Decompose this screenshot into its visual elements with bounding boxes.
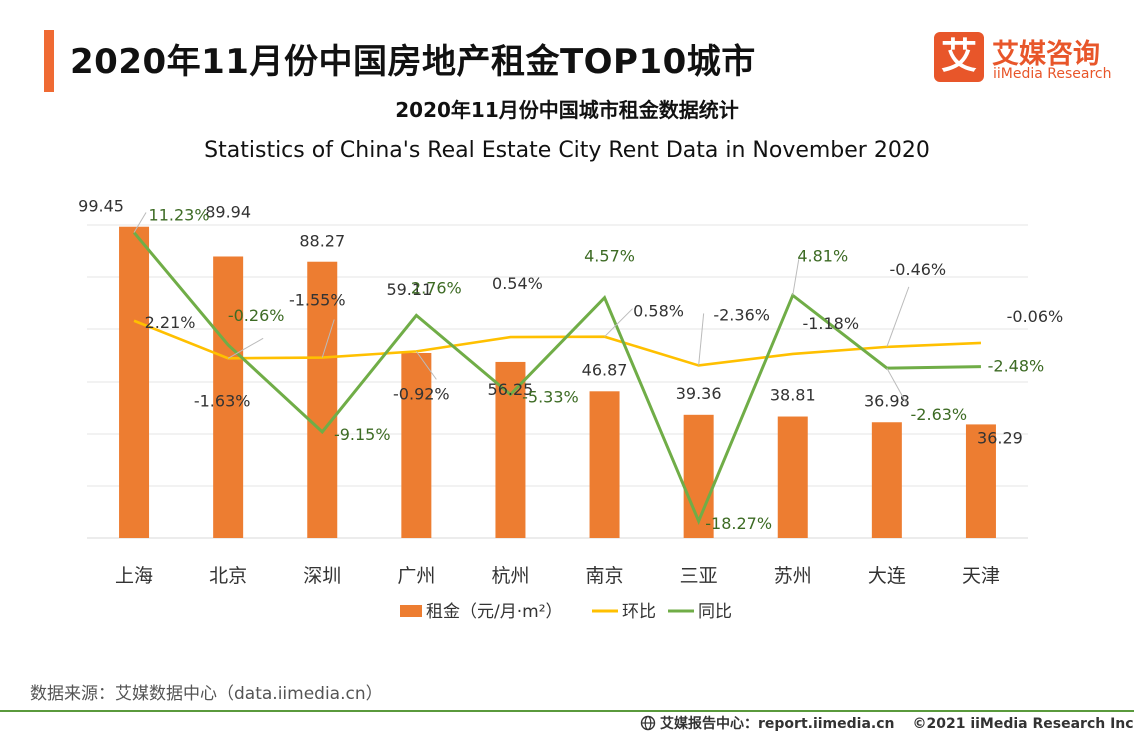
huanbi-label: -1.63% xyxy=(194,391,251,410)
rent-combo-chart: 上海 北京 深圳 广州 杭州 南京 三亚 苏州 大连 天津 99.45 89.94 88.27 59.11… xyxy=(78,197,1064,622)
bar-0 xyxy=(119,226,150,538)
tongbi-label: 11.23% xyxy=(149,206,210,225)
bar-1 xyxy=(213,256,244,538)
bar-5 xyxy=(589,391,620,538)
chart-title-cn: 2020年11月份中国城市租金数据统计 xyxy=(395,98,739,122)
data-source: 数据来源：艾媒数据中心（data.iimedia.cn） xyxy=(30,684,383,704)
tongbi-label: 4.81% xyxy=(797,246,848,265)
tongbi-label: -2.48% xyxy=(988,357,1045,376)
bar-7 xyxy=(777,416,808,538)
huanbi-label: -0.92% xyxy=(393,384,450,403)
title-accent-bar xyxy=(44,30,54,92)
legend-label: 租金（元/月·m²） xyxy=(426,602,563,622)
huanbi-label: -2.36% xyxy=(713,305,770,324)
bar-value-label: 46.87 xyxy=(582,360,628,379)
bar-value-label: 99.45 xyxy=(78,197,124,216)
leader-line xyxy=(227,337,264,359)
leader-line xyxy=(886,286,910,348)
globe-icon xyxy=(640,715,656,731)
iimedia-logo: 艾 艾媒咨询 iiMedia Research xyxy=(934,32,1114,86)
x-tick-label: 苏州 xyxy=(774,565,812,587)
tongbi-line xyxy=(132,231,981,525)
tongbi-label: 4.57% xyxy=(584,247,635,266)
legend-swatch-bar xyxy=(400,605,422,617)
huanbi-label: 2.21% xyxy=(145,313,196,332)
bar-4 xyxy=(495,361,526,538)
bar-value-label: 56.25 xyxy=(488,380,534,399)
tongbi-label: -9.15% xyxy=(334,425,391,444)
bar-value-label: 36.29 xyxy=(977,428,1023,447)
bar-3 xyxy=(401,352,432,538)
x-tick-label: 三亚 xyxy=(680,565,718,587)
chart-title-en: Statistics of China's Real Estate City R… xyxy=(204,138,930,163)
bar-9 xyxy=(965,424,996,538)
huanbi-label: -1.18% xyxy=(802,314,859,333)
footer: 艾媒报告中心：report.iimedia.cn ©2021 iiMedia Re… xyxy=(640,713,1134,733)
tongbi-label: -5.33% xyxy=(522,388,579,407)
x-tick-label: 天津 xyxy=(962,565,1000,587)
leader-line xyxy=(133,212,147,233)
x-tick-label: 南京 xyxy=(586,565,624,587)
x-tick-label: 上海 xyxy=(115,565,153,587)
x-tick-label: 广州 xyxy=(397,565,435,587)
leader-line xyxy=(604,308,633,338)
bar-2 xyxy=(307,261,338,538)
page-title: 2020年11月份中国房地产租金TOP10城市 xyxy=(70,42,756,82)
tongbi-label: -18.27% xyxy=(705,514,772,533)
leader-line xyxy=(321,319,335,358)
copyright: ©2021 iiMedia Research Inc xyxy=(912,716,1134,732)
x-tick-label: 杭州 xyxy=(491,565,529,587)
leader-line xyxy=(698,313,705,366)
bar-value-label: 39.36 xyxy=(676,384,722,403)
report-center-link[interactable]: 艾媒报告中心：report.iimedia.cn xyxy=(660,716,895,732)
x-tick-label: 大连 xyxy=(868,565,906,587)
bar-value-label: 36.98 xyxy=(864,391,910,410)
huanbi-label: -1.55% xyxy=(289,291,346,310)
bar-value-label: 88.27 xyxy=(299,232,345,251)
x-tick-label: 北京 xyxy=(209,565,247,587)
huanbi-label: 0.58% xyxy=(633,302,684,321)
tongbi-label: -2.63% xyxy=(911,405,968,424)
tongbi-label: -0.26% xyxy=(228,306,285,325)
bar-8 xyxy=(871,422,902,538)
legend-label: 环比 xyxy=(622,602,656,622)
logo-name-en: iiMedia Research xyxy=(993,66,1112,82)
huanbi-label: -0.06% xyxy=(1007,307,1064,326)
x-tick-label: 深圳 xyxy=(303,565,341,587)
tongbi-label: 2.76% xyxy=(411,278,462,297)
logo-name-cn: 艾媒咨询 xyxy=(992,39,1100,70)
huanbi-line xyxy=(133,319,982,367)
huanbi-label: -0.46% xyxy=(890,260,947,279)
leader-line xyxy=(792,259,800,296)
bar-value-label: 59.11 xyxy=(386,280,432,299)
leader-line xyxy=(886,367,908,405)
huanbi-label: 0.54% xyxy=(492,274,543,293)
bar-value-label: 89.94 xyxy=(205,202,251,221)
leader-line xyxy=(415,351,437,380)
logo-mark: 艾 xyxy=(934,32,984,82)
bar-value-label: 38.81 xyxy=(770,386,816,405)
legend-label: 同比 xyxy=(698,602,732,622)
footer-divider xyxy=(0,710,1134,712)
